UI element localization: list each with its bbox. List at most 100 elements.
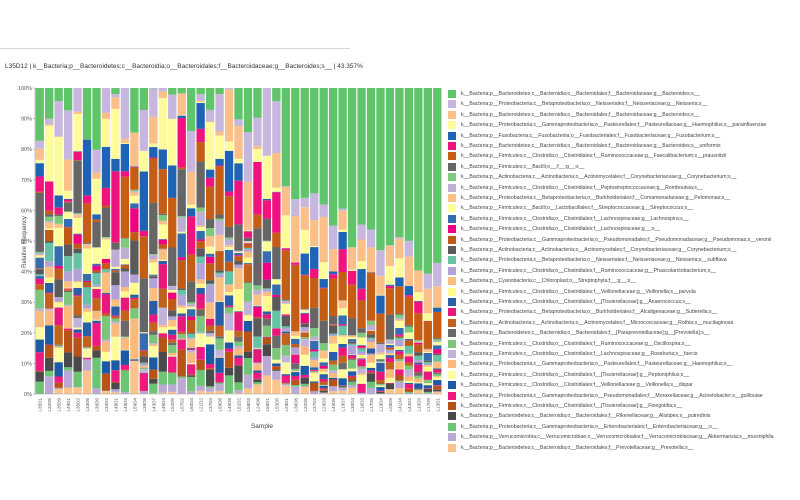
bar-segment[interactable]: [54, 382, 63, 388]
bar-segment[interactable]: [120, 392, 130, 394]
bar-segment[interactable]: [338, 231, 347, 250]
bar-segment[interactable]: [92, 388, 101, 394]
bar-segment[interactable]: [63, 290, 73, 293]
bar-segment[interactable]: [54, 227, 63, 247]
bar-segment[interactable]: [272, 328, 281, 336]
bar-segment[interactable]: [35, 284, 44, 290]
bar-segment[interactable]: [234, 119, 243, 126]
bar-segment[interactable]: [187, 364, 196, 375]
bar-segment[interactable]: [120, 143, 130, 144]
bar-segment[interactable]: [130, 294, 139, 298]
bar-segment[interactable]: [319, 358, 328, 363]
bar-segment[interactable]: [366, 320, 376, 325]
bar-segment[interactable]: [310, 349, 319, 352]
bar-segment[interactable]: [262, 262, 272, 280]
bar-segment[interactable]: [319, 368, 328, 372]
bar-segment[interactable]: [414, 300, 423, 302]
bar-segment[interactable]: [328, 333, 338, 335]
bar-segment[interactable]: [385, 349, 395, 353]
bar-segment[interactable]: [319, 389, 328, 391]
bar-segment[interactable]: [423, 313, 432, 321]
bar-segment[interactable]: [149, 116, 158, 144]
legend-item[interactable]: k__Bacteria;p__Firmicutes;c__Clostridia;…: [448, 182, 703, 194]
bar-segment[interactable]: [395, 328, 404, 335]
bar-segment[interactable]: [433, 353, 442, 355]
bar-segment[interactable]: [101, 373, 111, 391]
bar-segment[interactable]: [187, 216, 196, 255]
bar-segment[interactable]: [319, 287, 328, 289]
bar-segment[interactable]: [300, 229, 309, 254]
bar-segment[interactable]: [404, 286, 414, 296]
bar-segment[interactable]: [196, 230, 205, 240]
bar-segment[interactable]: [243, 241, 253, 243]
bar-segment[interactable]: [205, 177, 215, 187]
bar-segment[interactable]: [82, 359, 92, 371]
bar-segment[interactable]: [92, 284, 101, 287]
bar-segment[interactable]: [130, 195, 139, 204]
bar-segment[interactable]: [54, 376, 63, 383]
bar-segment[interactable]: [347, 270, 357, 285]
bar-segment[interactable]: [366, 353, 376, 355]
bar-segment[interactable]: [234, 158, 243, 164]
bar-segment[interactable]: [111, 336, 120, 361]
bar-segment[interactable]: [35, 251, 44, 254]
bar-segment[interactable]: [395, 375, 404, 381]
bar-segment[interactable]: [347, 359, 357, 369]
legend-item[interactable]: k__Bacteria;p__Bacteroidetes;c__Bacteroi…: [448, 327, 710, 339]
bar-segment[interactable]: [253, 214, 262, 229]
bar-segment[interactable]: [423, 361, 432, 364]
bar-segment[interactable]: [224, 226, 234, 238]
bar-segment[interactable]: [187, 348, 196, 350]
bar-segment[interactable]: [205, 368, 215, 370]
bar-segment[interactable]: [423, 380, 432, 384]
bar-segment[interactable]: [272, 297, 281, 311]
bar-segment[interactable]: [54, 347, 63, 363]
bar-segment[interactable]: [272, 370, 281, 371]
bar-segment[interactable]: [300, 383, 309, 386]
bar-segment[interactable]: [414, 342, 423, 345]
bar-segment[interactable]: [234, 255, 243, 257]
bar-segment[interactable]: [253, 347, 262, 349]
bar-segment[interactable]: [347, 247, 357, 270]
bar-segment[interactable]: [73, 243, 82, 249]
bar-segment[interactable]: [338, 347, 347, 356]
bar-segment[interactable]: [243, 237, 253, 242]
bar-segment[interactable]: [196, 239, 205, 242]
bar-segment[interactable]: [139, 369, 149, 373]
bar-segment[interactable]: [243, 248, 253, 250]
bar-segment[interactable]: [120, 364, 130, 370]
bar-segment[interactable]: [149, 300, 158, 315]
bar-segment[interactable]: [215, 301, 224, 302]
bar-segment[interactable]: [54, 279, 63, 298]
bar-segment[interactable]: [111, 370, 120, 382]
legend-item[interactable]: k__Bacteria;p__Firmicutes;c__Clostridia;…: [448, 379, 693, 391]
bar-segment[interactable]: [300, 339, 309, 347]
bar-segment[interactable]: [433, 349, 442, 354]
bar-segment[interactable]: [54, 207, 63, 215]
bar-segment[interactable]: [243, 243, 253, 248]
bar-segment[interactable]: [272, 88, 281, 102]
bar-segment[interactable]: [319, 390, 328, 393]
bar-segment[interactable]: [376, 390, 385, 392]
bar-segment[interactable]: [272, 187, 281, 192]
legend-item[interactable]: k__Bacteria;p__Proteobacteria;c__Betapro…: [448, 254, 727, 266]
bar-segment[interactable]: [253, 370, 262, 373]
bar-segment[interactable]: [385, 288, 395, 315]
bar-segment[interactable]: [45, 325, 54, 345]
bar-segment[interactable]: [82, 242, 92, 244]
bar-segment[interactable]: [310, 336, 319, 341]
bar-segment[interactable]: [253, 336, 262, 348]
bar-segment[interactable]: [45, 88, 54, 119]
legend-item[interactable]: k__Bacteria;p__Bacteroidetes;c__Bacteroi…: [448, 442, 693, 454]
bar-segment[interactable]: [149, 262, 158, 275]
bar-segment[interactable]: [92, 350, 101, 358]
bar-segment[interactable]: [433, 286, 442, 308]
bar-segment[interactable]: [139, 88, 149, 111]
bar-segment[interactable]: [347, 385, 357, 388]
bar-segment[interactable]: [253, 384, 262, 394]
bar-segment[interactable]: [395, 335, 404, 338]
bar-segment[interactable]: [130, 232, 139, 241]
bar-segment[interactable]: [215, 336, 224, 339]
bar-segment[interactable]: [385, 362, 395, 370]
bar-segment[interactable]: [338, 210, 347, 230]
